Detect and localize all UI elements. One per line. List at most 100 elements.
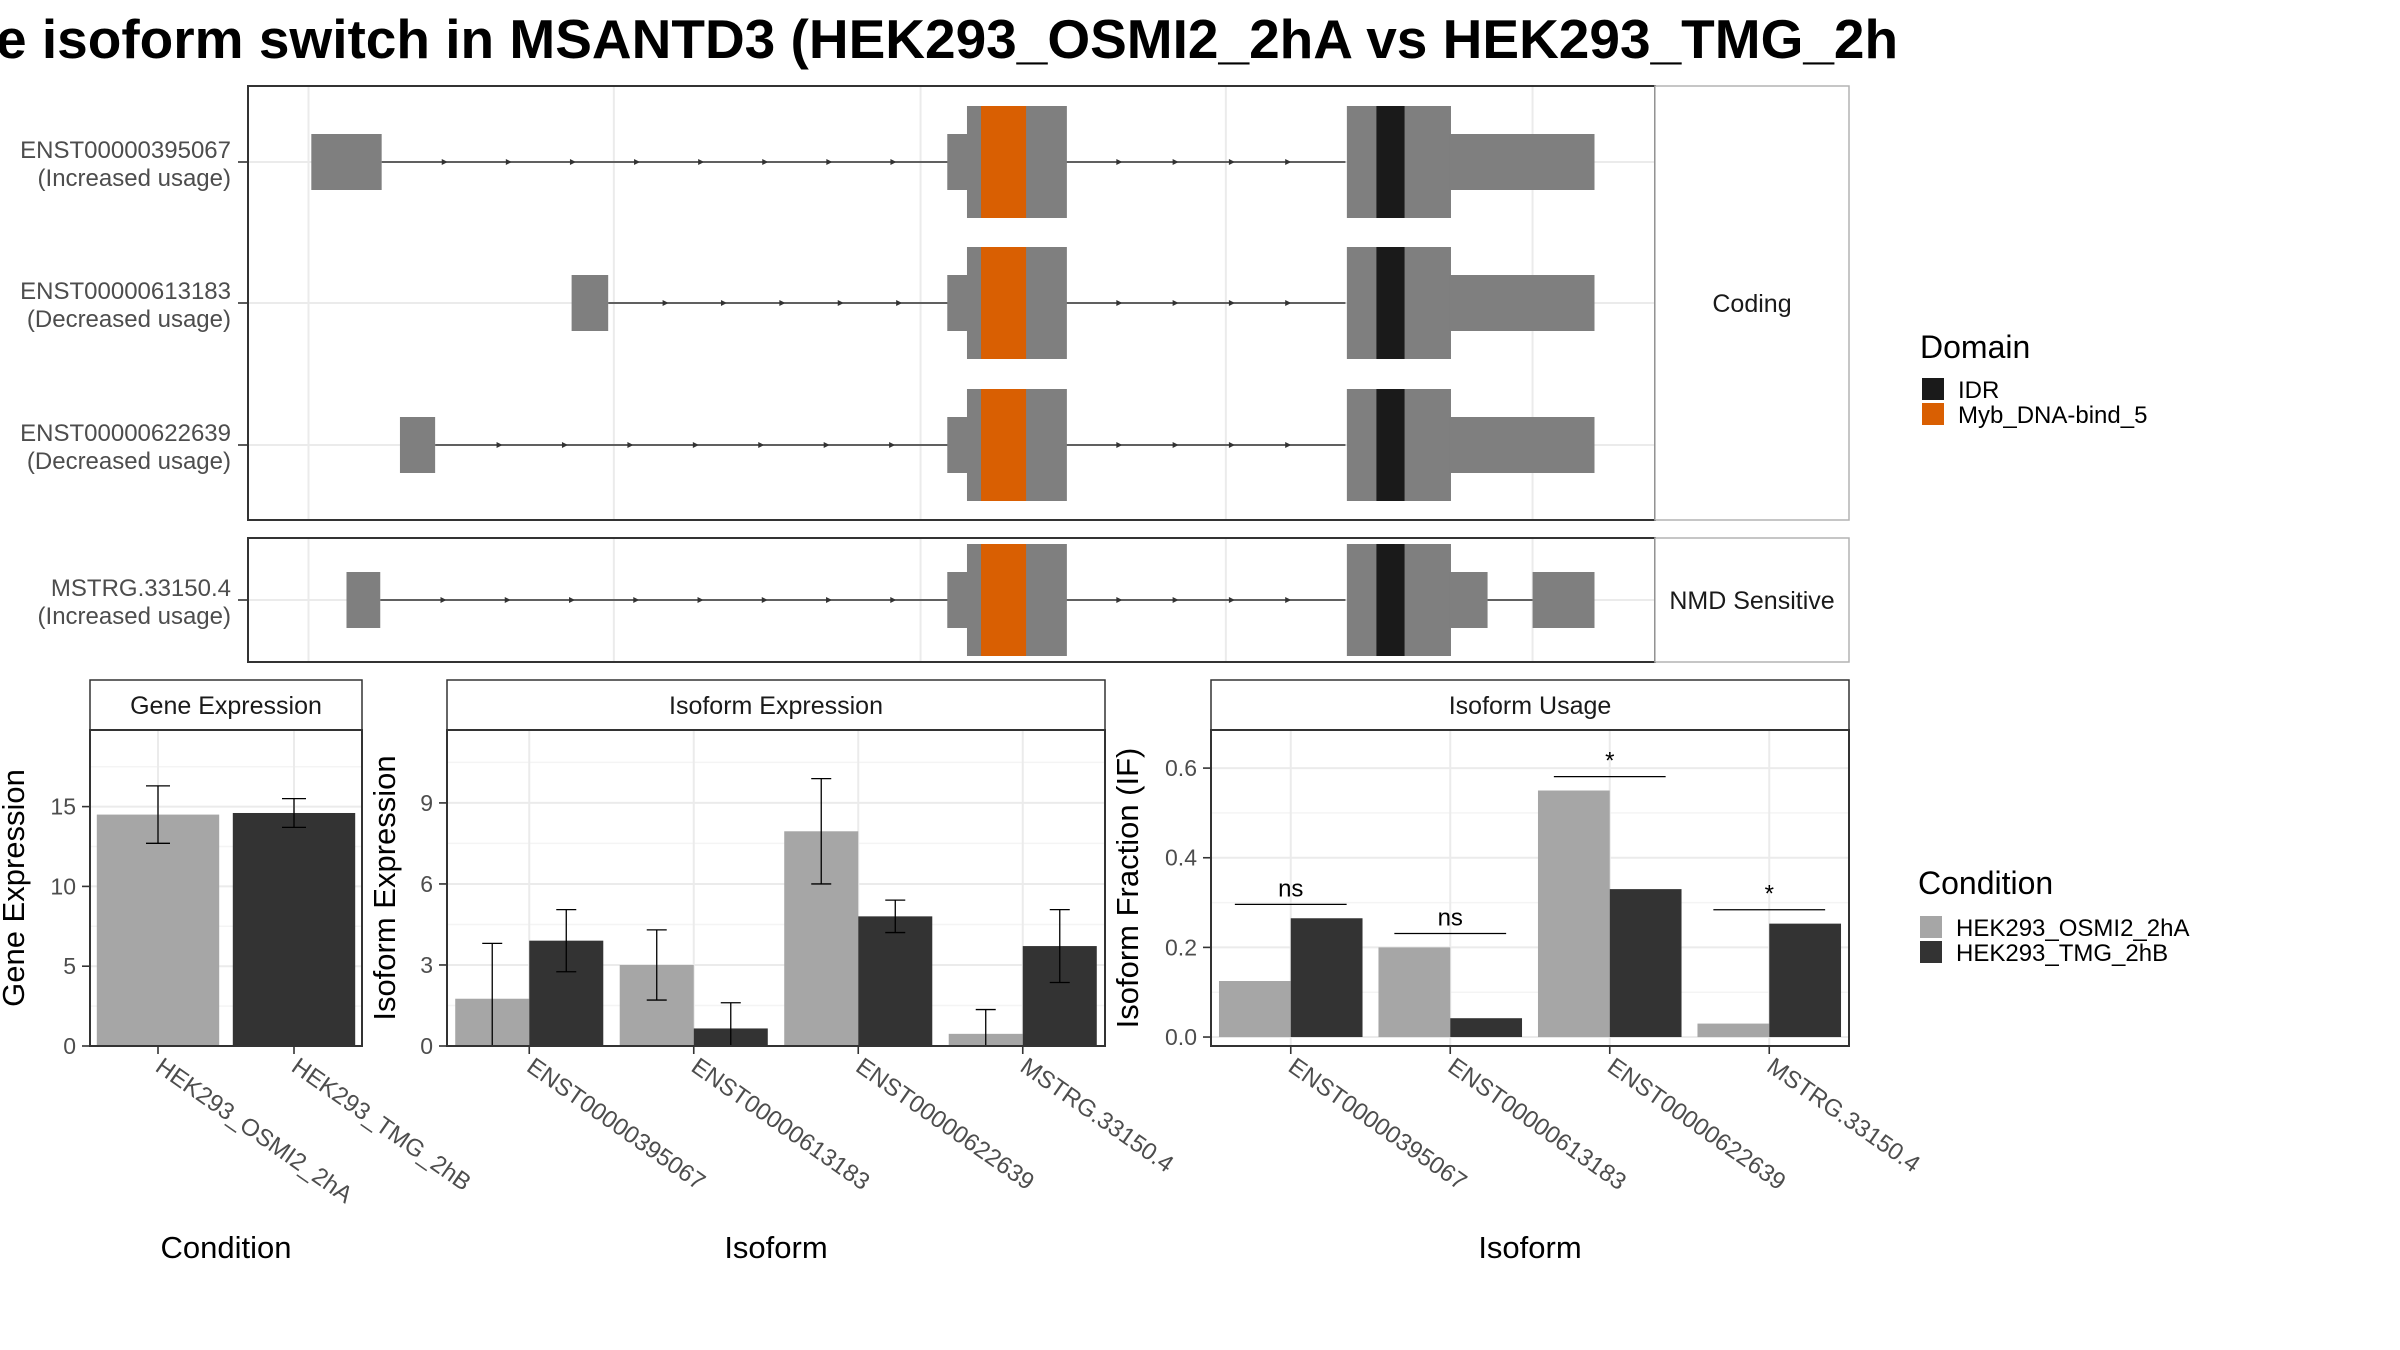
y-axis-title: Gene Expression [0, 769, 31, 1007]
intron-arrow [1228, 442, 1235, 448]
bar [1378, 947, 1451, 1038]
exon-utr [1449, 572, 1488, 628]
intron-arrow [889, 442, 896, 448]
intron-arrow [1116, 597, 1123, 603]
intron-arrow [837, 300, 844, 306]
intron-arrow [440, 597, 447, 603]
condition-legend-title: Condition [1918, 865, 2053, 901]
last-exon [1532, 572, 1595, 628]
significance-label: * [1765, 881, 1774, 908]
transcript-usage-label: (Increased usage) [38, 603, 231, 630]
first-exon [571, 275, 609, 331]
intron-arrow [762, 159, 769, 165]
intron-arrow [779, 300, 786, 306]
bar [1697, 1023, 1770, 1038]
transcript-id-label: MSTRG.33150.4 [51, 575, 231, 602]
facet-strip [1654, 537, 1850, 663]
transcript-id-label: ENST00000613183 [20, 278, 231, 305]
myb-domain [981, 247, 1027, 359]
exon-utr [1449, 417, 1595, 473]
cond-a-legend-key [1920, 916, 1942, 938]
intron-arrow [1172, 597, 1179, 603]
myb-domain [981, 544, 1027, 656]
y-tick-label: 5 [63, 953, 76, 979]
intron-arrow [504, 597, 511, 603]
y-axis-title: Isoform Fraction (IF) [1110, 748, 1145, 1029]
bar-chart-panels: Gene Expression051015HEK293_OSMI2_2hAHEK… [0, 679, 1925, 1265]
transcript-usage-label: (Decreased usage) [27, 306, 231, 333]
cond-a-legend-label: HEK293_OSMI2_2hA [1956, 915, 2189, 942]
intron-arrow [1116, 159, 1123, 165]
x-tick-label: ENST00000395067 [522, 1053, 710, 1196]
panel-border [1210, 729, 1850, 1047]
exon-utr [947, 417, 969, 473]
intron-arrow [698, 159, 705, 165]
y-tick-label: 9 [420, 790, 433, 816]
bar [1450, 1018, 1523, 1038]
transcript-structure-panel: ENST00000395067(Increased usage)ENST0000… [20, 85, 1850, 663]
y-tick-label: 0.4 [1165, 845, 1197, 871]
significance-label: * [1605, 748, 1614, 775]
intron-arrow [720, 300, 727, 306]
idr-legend-label: IDR [1958, 377, 1999, 404]
x-tick-label: ENST00000622639 [851, 1053, 1039, 1196]
intron-arrow [1285, 442, 1292, 448]
transcript-usage-label: (Increased usage) [38, 165, 231, 192]
x-axis-title: Isoform [724, 1230, 827, 1265]
significance-label: ns [1278, 875, 1303, 902]
significance-label: ns [1438, 904, 1463, 931]
first-exon [311, 134, 382, 190]
intron-arrow [662, 300, 669, 306]
bar [1218, 981, 1291, 1038]
intron-arrow [634, 159, 641, 165]
transcript-id-label: ENST00000395067 [20, 137, 231, 164]
intron-arrow [1285, 300, 1292, 306]
intron-arrow [890, 159, 897, 165]
domain-legend-title: Domain [1920, 329, 2030, 365]
transcript-id-label: ENST00000622639 [20, 420, 231, 447]
first-exon [346, 572, 381, 628]
y-tick-label: 0 [63, 1033, 76, 1059]
intron-arrow [1172, 159, 1179, 165]
intron-arrow [761, 597, 768, 603]
idr-domain [1376, 106, 1405, 218]
intron-arrow [441, 159, 448, 165]
intron-arrow [896, 300, 903, 306]
intron-arrow [823, 442, 830, 448]
intron-arrow [1172, 442, 1179, 448]
panel-strip-title: Isoform Usage [1449, 692, 1612, 720]
x-tick-label: ENST00000613183 [686, 1053, 874, 1196]
panel-strip [1210, 679, 1850, 731]
intron-arrow [697, 597, 704, 603]
panel-strip-title: Isoform Expression [669, 692, 883, 720]
idr-domain [1376, 389, 1405, 501]
bar [1290, 918, 1363, 1038]
idr-domain [1376, 544, 1405, 656]
intron-arrow [505, 159, 512, 165]
panel-strip [446, 679, 1106, 731]
facet-strip-label: Coding [1712, 290, 1791, 318]
intron-arrow [633, 597, 640, 603]
intron-arrow [890, 597, 897, 603]
intron-arrow [569, 597, 576, 603]
exon-utr [1449, 275, 1595, 331]
cond-b-legend-key [1920, 941, 1942, 963]
myb-legend-key [1922, 403, 1944, 425]
y-tick-label: 0.2 [1165, 934, 1197, 960]
intron-arrow [692, 442, 699, 448]
intron-arrow [627, 442, 634, 448]
intron-arrow [1116, 442, 1123, 448]
idr-domain [1376, 247, 1405, 359]
myb-legend-label: Myb_DNA-bind_5 [1958, 402, 2147, 429]
panel-strip-title: Gene Expression [130, 692, 322, 720]
domain-legend: Domain IDR Myb_DNA-bind_5 [1920, 329, 2147, 429]
exon-utr [947, 275, 969, 331]
panel-border [446, 729, 1106, 1047]
facet-strip [1654, 85, 1850, 521]
bar [1537, 790, 1610, 1038]
idr-legend-key [1922, 378, 1944, 400]
exon-utr [1449, 134, 1595, 190]
x-axis-title: Isoform [1478, 1230, 1581, 1265]
bar [96, 814, 220, 1046]
